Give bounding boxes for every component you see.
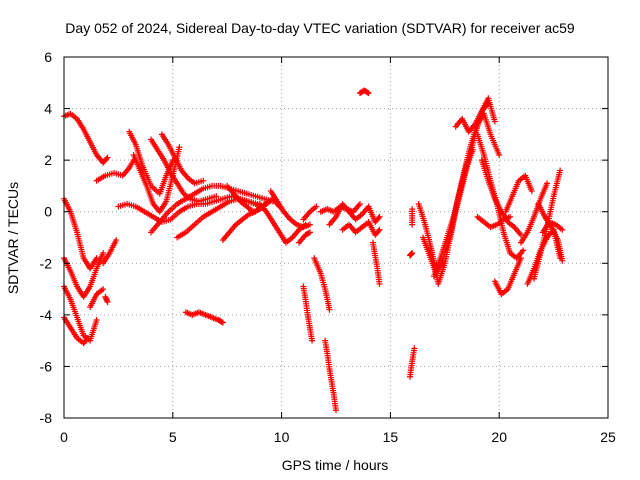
plot-frame [63,56,609,419]
x-tick-label: 15 [383,429,399,445]
data-point [485,100,492,107]
data-point [376,226,383,233]
data-point [93,317,100,324]
series-arc09 [93,157,137,184]
data-point [559,226,566,233]
data-point [411,345,418,352]
series-arc31 [369,239,383,287]
data-point [313,203,320,210]
data-point [365,90,372,97]
data-point [356,200,363,207]
data-point [265,198,272,205]
series-arc08 [100,237,120,267]
series-arc25 [300,283,316,344]
series-arc38 [452,100,492,135]
data-point [520,247,527,254]
x-tick-label: 10 [274,429,290,445]
data-point [218,318,225,325]
x-tick-label: 20 [491,429,507,445]
series-arc24 [311,255,333,313]
data-point [470,146,477,153]
series-arc06 [87,286,107,311]
x-tick-label: 25 [600,429,616,445]
series-arc01 [61,110,111,166]
series-arc07 [102,293,111,305]
data-point [496,151,503,158]
data-point [376,280,383,287]
x-tick-labels: 0 5 10 15 20 25 [60,429,616,445]
series-arc28 [326,200,383,228]
data-point [559,257,566,264]
y-tick-label: -8 [40,410,53,426]
data-point [409,249,416,256]
data-point [83,336,90,343]
y-tick-label: 6 [44,49,52,65]
data-point [104,154,111,161]
data-point [376,213,383,220]
x-tick-label: 0 [60,429,68,445]
data-point [306,221,313,228]
data-point [113,237,120,244]
series-arc32 [406,249,416,259]
series-arc41 [474,213,514,231]
x-axis-label: GPS time / hours [282,457,389,473]
data-point [305,229,312,236]
data-points [61,87,566,414]
series-arc27 [317,200,363,215]
data-point [517,231,524,238]
series-arc30 [356,87,372,97]
series-arc43 [502,172,535,215]
y-tick-label: -4 [40,307,53,323]
series-arc03 [61,249,107,300]
y-tick-label: -2 [40,255,53,271]
y-axis-label: SDTVAR / TECUs [5,182,21,294]
data-point [517,255,524,262]
data-point [544,180,551,187]
data-point [364,89,371,96]
data-point [375,228,382,235]
data-point [326,306,333,313]
y-tick-label: 4 [44,101,52,117]
y-tick-labels: -8 -6 -4 -2 0 2 4 6 [40,49,53,426]
data-point [100,286,107,293]
series-arc23 [300,203,320,223]
data-point [219,319,226,326]
data-point [84,335,91,342]
y-tick-label: 0 [44,204,52,220]
y-tick-label: 2 [44,152,52,168]
series-arc22 [296,229,313,246]
chart-title: Day 052 of 2024, Sidereal Day-to-day VTE… [65,20,575,36]
data-point [103,155,110,162]
data-point [557,167,564,174]
data-point [200,177,207,184]
axis-ticks [63,56,609,419]
data-point [375,215,382,222]
data-point [309,337,316,344]
data-point [491,118,498,125]
series-arc12 [158,131,207,187]
series-arc21 [267,188,313,231]
series-arc26 [322,337,339,414]
series-arc42 [491,255,524,298]
series-arc13 [148,136,220,205]
data-point [306,229,313,236]
data-point [104,298,111,305]
data-point [176,144,183,151]
series-arc33 [409,206,416,228]
data-point [409,221,416,228]
series-arc37 [430,146,477,280]
y-tick-label: -6 [40,358,53,374]
series-arc34 [406,345,418,380]
series-arc48 [539,219,566,236]
data-point [528,188,535,195]
data-point [507,213,514,220]
series-arc29 [339,219,383,238]
series-arc16 [174,195,268,241]
data-point [93,255,100,262]
series-arc19 [182,309,226,326]
x-tick-label: 5 [169,429,177,445]
data-point [100,249,107,256]
data-point [333,407,339,414]
